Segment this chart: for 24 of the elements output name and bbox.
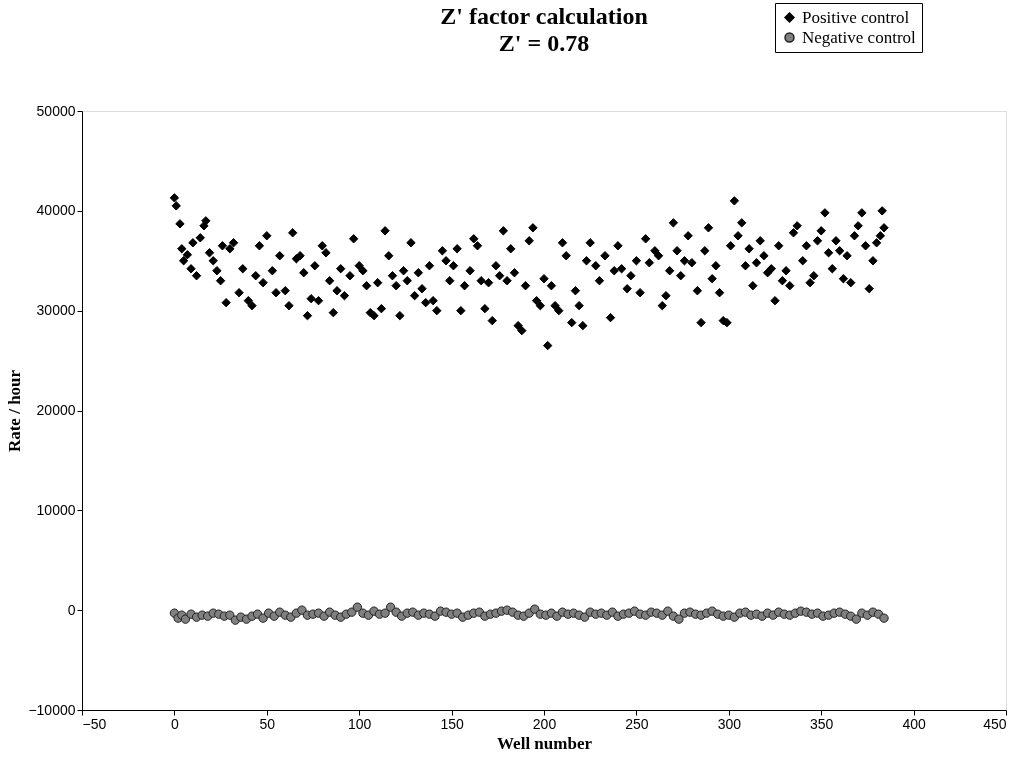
- y-tick-label: 50000: [36, 102, 76, 119]
- x-tick-label: 50: [259, 715, 276, 732]
- x-tick-label: 250: [625, 715, 649, 732]
- x-tick-label: 0: [171, 715, 179, 732]
- y-tick-label: 40000: [36, 202, 76, 219]
- chart-subtitle: Z' = 0.78: [498, 30, 590, 56]
- x-tick-label: −50: [82, 715, 107, 732]
- chart-title: Z' factor calculation: [440, 3, 648, 29]
- legend-label: Negative control: [802, 27, 917, 47]
- x-axis-title: Well number: [497, 733, 593, 753]
- y-tick-label: 30000: [36, 302, 76, 319]
- y-tick-label: 20000: [36, 402, 76, 418]
- x-tick-label: 400: [902, 715, 926, 732]
- x-tick-label: 450: [983, 715, 1007, 732]
- legend-label: Positive control: [802, 7, 910, 27]
- x-tick-label: 200: [532, 715, 557, 732]
- x-tick-label: 150: [440, 715, 464, 732]
- y-tick-label: 10000: [36, 501, 76, 518]
- x-tick-label: 300: [717, 715, 742, 732]
- x-tick-label: 100: [348, 715, 372, 732]
- x-tick-label: 350: [810, 715, 834, 732]
- y-axis-title: Rate / hour: [5, 369, 25, 453]
- y-tick-label: −10000: [28, 701, 76, 718]
- y-tick-label: 0: [67, 601, 76, 618]
